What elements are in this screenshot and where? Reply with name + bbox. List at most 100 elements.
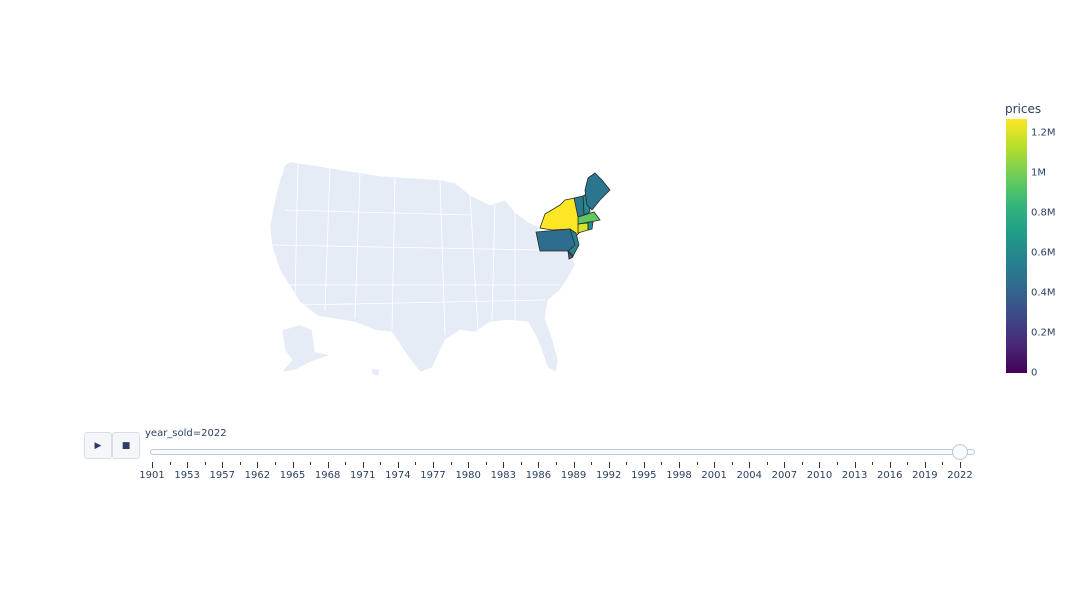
state-pa[interactable] [535,228,576,252]
slider-tick [187,462,189,468]
colorbar-tick: 0.2M [1031,327,1056,339]
slider-step-label[interactable]: 2001 [701,470,727,481]
slider-tick [538,462,540,468]
state-borders [271,162,560,336]
slider-tick [274,462,276,465]
slider-tick [678,462,680,468]
slider-step-label[interactable]: 1986 [525,470,552,481]
slider-step-label[interactable]: 1953 [174,470,200,481]
state-border [324,167,331,311]
slider-tick [784,462,786,468]
state-border [271,244,541,251]
slider-step-label[interactable]: 1989 [560,470,587,481]
state-border [391,177,396,331]
slider-tick [169,462,171,465]
slider-step-label[interactable]: 2016 [877,470,903,481]
state-border [299,299,546,306]
slider-tick [872,462,874,465]
slider-step-label[interactable]: 1977 [420,470,446,481]
state-vt[interactable] [573,195,585,218]
slider-tick [468,462,470,468]
slider-tick [222,462,224,468]
slider-tick [731,462,733,465]
slider-tick [889,462,891,468]
slider-tick [415,462,417,465]
slider-tick [204,462,206,465]
slider-tick [397,462,399,468]
slider-tick [608,462,610,468]
slider-tick [643,462,645,468]
slider-step-label[interactable]: 2010 [806,470,833,481]
state-ri[interactable] [587,221,594,231]
slider-tick [626,462,628,465]
state-ct[interactable] [577,222,589,234]
slider-step-label[interactable]: 1957 [209,470,235,481]
state-border [354,171,361,319]
slider-step-label[interactable]: 2019 [912,470,938,481]
slider-tick [907,462,909,465]
state-border [294,162,299,301]
slider-tick [819,462,821,468]
colorbar-title: prices [1005,102,1042,116]
play-icon: ▶ [94,440,102,451]
slider-step-label[interactable]: 1968 [314,470,341,481]
slider-tick [573,462,575,468]
slider-tick [661,462,663,465]
slider-tick [591,462,593,465]
slider-tick [345,462,347,465]
colored-states[interactable] [535,172,611,260]
alaska [281,324,332,373]
colorbar-tick: 0.4M [1031,287,1056,299]
colorbar-tick: 1M [1031,167,1046,179]
colorbar-tick: 0 [1031,367,1038,379]
colorbar-tick: 0.6M [1031,247,1056,259]
slider-tick [450,462,452,465]
slider-tick [327,462,329,468]
state-ma[interactable] [577,211,601,225]
slider-tick [239,462,241,465]
slider-tick [854,462,856,468]
slider-current-value: year_sold=2022 [145,428,227,439]
slider-step-label[interactable]: 1983 [490,470,517,481]
stop-icon: ■ [121,440,131,451]
slider-grip[interactable] [952,444,968,460]
slider-tick [696,462,698,465]
state-border [469,194,479,331]
slider-step-label[interactable]: 2013 [841,470,868,481]
slider-tick [766,462,768,465]
slider-tick [924,462,926,468]
stop-button[interactable]: ■ [112,432,140,459]
slider-step-label[interactable]: 1965 [279,470,306,481]
slider-step-label[interactable]: 1995 [631,470,657,481]
slider-step-label[interactable]: 1992 [595,470,622,481]
play-button[interactable]: ▶ [84,432,112,459]
slider-tick [257,462,259,468]
slider-step-label[interactable]: 1971 [350,470,376,481]
slider-tick [942,462,944,465]
state-border [284,209,471,216]
slider-tick [714,462,716,468]
us-land [269,161,576,377]
alaska-panhandle [371,367,381,377]
state-de[interactable] [567,249,574,260]
slider-step-label[interactable]: 1901 [139,470,165,481]
slider-step-label[interactable]: 1998 [666,470,692,481]
lower-48-states [269,161,576,373]
state-border [439,179,446,336]
slider-tick [556,462,557,465]
slider-tick [433,462,435,468]
slider-tick [503,462,505,468]
slider-rail[interactable] [150,449,975,455]
slider-step-label[interactable]: 2007 [771,470,798,481]
slider-tick [749,462,751,468]
slider-tick [837,462,839,465]
slider-step-label[interactable]: 2004 [736,470,762,481]
slider-step-label[interactable]: 1980 [455,470,481,481]
slider-tick [152,462,153,468]
slider-step-label[interactable]: 1974 [385,470,411,481]
colorbar-tick: 0.8M [1031,207,1056,219]
slider-step-label[interactable]: 2022 [947,470,973,481]
state-me[interactable] [584,172,611,211]
slider-step-label[interactable]: 1962 [244,470,271,481]
